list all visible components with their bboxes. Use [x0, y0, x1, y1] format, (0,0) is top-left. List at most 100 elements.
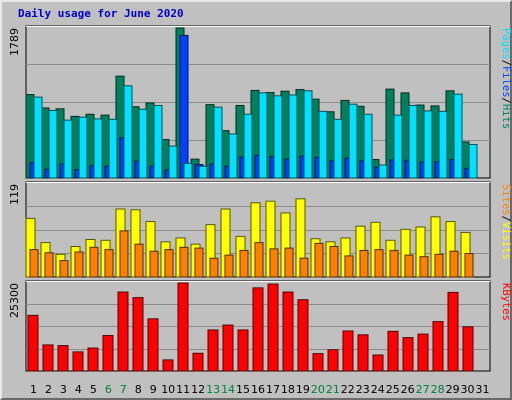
bar-pages-day-1 — [33, 96, 43, 179]
bar-files-day-11 — [179, 34, 189, 179]
legend-part-pages: Pages — [500, 28, 512, 60]
legend-part-visits: Visits — [500, 222, 512, 260]
x-tick-day-17: 17 — [266, 383, 280, 396]
x-tick-day-14: 14 — [221, 383, 235, 396]
bar-kbytes-day-26 — [402, 337, 414, 372]
bar-sites-day-12 — [194, 247, 204, 278]
x-tick-day-10: 10 — [161, 383, 175, 396]
x-tick-day-16: 16 — [251, 383, 265, 396]
bar-kbytes-day-7 — [117, 291, 129, 372]
x-tick-day-13: 13 — [206, 383, 220, 396]
x-tick-day-12: 12 — [191, 383, 205, 396]
bar-pages-day-25 — [393, 114, 403, 179]
x-tick-day-22: 22 — [341, 383, 355, 396]
bar-kbytes-day-1 — [27, 314, 39, 372]
bar-sites-day-30 — [464, 253, 474, 278]
x-tick-day-29: 29 — [446, 383, 460, 396]
bar-sites-day-19 — [299, 257, 309, 278]
x-tick-day-18: 18 — [281, 383, 295, 396]
bar-kbytes-day-8 — [132, 297, 144, 372]
bar-sites-day-14 — [224, 254, 234, 278]
x-tick-day-7: 7 — [120, 383, 127, 396]
bar-sites-day-15 — [239, 249, 249, 278]
bar-pages-day-3 — [63, 119, 73, 179]
bar-pages-day-16 — [258, 92, 268, 179]
bar-pages-day-21 — [333, 118, 343, 179]
bar-kbytes-day-3 — [57, 345, 69, 372]
bar-sites-day-8 — [134, 243, 144, 278]
bar-pages-day-7 — [123, 85, 133, 179]
bar-sites-day-2 — [44, 252, 54, 278]
bar-kbytes-day-22 — [342, 330, 354, 372]
bar-pages-day-15 — [243, 113, 253, 179]
bar-pages-day-11 — [183, 162, 193, 179]
x-tick-day-11: 11 — [176, 383, 190, 396]
bar-kbytes-day-20 — [312, 353, 324, 372]
bar-sites-day-9 — [149, 250, 159, 278]
bar-kbytes-day-5 — [87, 347, 99, 372]
legend-part-kbytes: KBytes — [500, 283, 512, 321]
x-tick-day-21: 21 — [326, 383, 340, 396]
legend-part-slash: / — [500, 98, 512, 104]
x-tick-day-28: 28 — [431, 383, 445, 396]
bar-sites-day-20 — [314, 242, 324, 278]
bar-kbytes-day-28 — [432, 321, 444, 372]
bar-kbytes-day-18 — [282, 291, 294, 372]
bar-pages-day-12 — [198, 165, 208, 179]
legend-part-slash: / — [500, 216, 512, 222]
bar-kbytes-day-6 — [102, 335, 114, 372]
panel-kbytes-ymax-label: 25300 — [8, 283, 21, 318]
bar-pages-day-30 — [468, 143, 478, 179]
bar-kbytes-day-19 — [297, 299, 309, 372]
bar-sites-day-29 — [449, 250, 459, 278]
bar-pages-day-6 — [108, 118, 118, 179]
chart-title: Daily usage for June 2020 — [18, 7, 184, 20]
bar-pages-day-28 — [438, 110, 448, 179]
bar-pages-day-17 — [273, 95, 283, 179]
bar-sites-day-11 — [179, 246, 189, 278]
bar-sites-day-22 — [344, 255, 354, 278]
bar-kbytes-day-21 — [327, 349, 339, 372]
bar-kbytes-day-29 — [447, 291, 459, 372]
x-tick-day-2: 2 — [45, 383, 52, 396]
bar-sites-day-3 — [59, 260, 69, 278]
bar-sites-day-21 — [329, 246, 339, 278]
x-tick-day-23: 23 — [356, 383, 370, 396]
x-tick-day-6: 6 — [105, 383, 112, 396]
bar-kbytes-day-27 — [417, 333, 429, 372]
bar-pages-day-9 — [153, 104, 163, 179]
panel-visits-sites-ymax-label: 119 — [8, 184, 21, 205]
bar-pages-day-4 — [78, 116, 88, 179]
bar-sites-day-4 — [74, 251, 84, 278]
bar-pages-day-20 — [318, 110, 328, 179]
bar-pages-day-2 — [48, 110, 58, 179]
panel-kbytes-legend-label: KBytes — [500, 283, 512, 321]
x-tick-day-3: 3 — [60, 383, 67, 396]
bar-pages-day-26 — [408, 104, 418, 179]
bar-kbytes-day-10 — [162, 359, 174, 372]
x-tick-day-9: 9 — [150, 383, 157, 396]
bar-kbytes-day-15 — [237, 329, 249, 372]
bar-pages-day-27 — [423, 110, 433, 179]
bar-kbytes-day-25 — [387, 330, 399, 372]
bar-kbytes-day-13 — [207, 329, 219, 372]
x-tick-day-20: 20 — [311, 383, 325, 396]
bar-pages-day-19 — [303, 90, 313, 179]
panel-visits-sites-legend-label: Sites/Visits — [500, 184, 512, 260]
panel-hits-files-pages-ymax-label: 1789 — [8, 28, 21, 56]
bar-sites-day-18 — [284, 247, 294, 278]
panel-hits-files-pages-legend-label: Pages/Files/Hits — [500, 28, 512, 129]
bar-pages-day-22 — [348, 103, 358, 179]
bar-kbytes-day-30 — [462, 326, 474, 372]
bar-sites-day-23 — [359, 249, 369, 278]
x-tick-day-5: 5 — [90, 383, 97, 396]
x-tick-day-25: 25 — [386, 383, 400, 396]
bar-kbytes-day-17 — [267, 283, 279, 372]
bar-kbytes-day-4 — [72, 351, 84, 372]
bar-kbytes-day-23 — [357, 334, 369, 372]
bar-sites-day-13 — [209, 257, 219, 278]
bar-pages-day-8 — [138, 108, 148, 179]
bar-pages-day-10 — [168, 145, 178, 179]
